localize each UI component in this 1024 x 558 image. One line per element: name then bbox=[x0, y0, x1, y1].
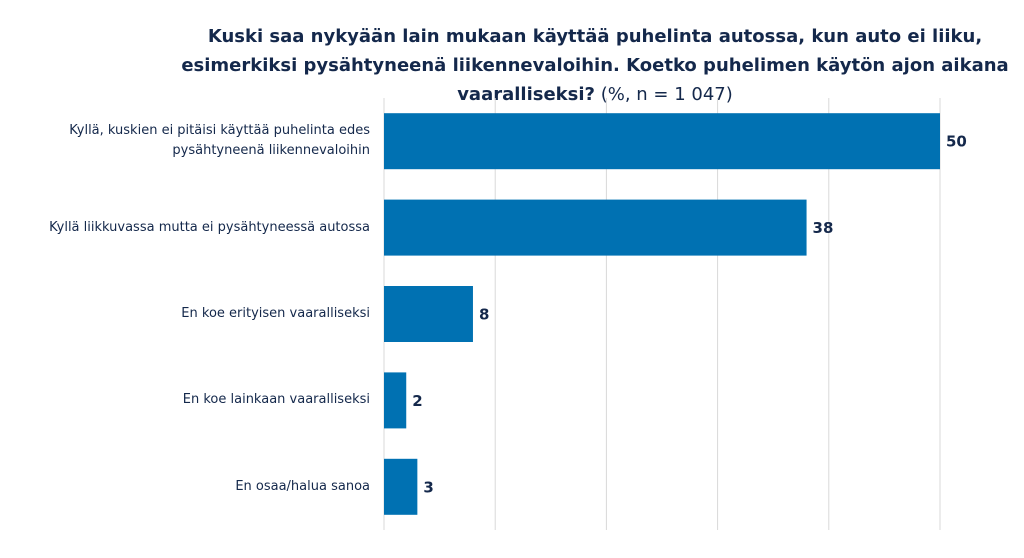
value-label: 8 bbox=[479, 306, 489, 324]
chart-title: Kuski saa nykyään lain mukaan käyttää pu… bbox=[181, 26, 1009, 105]
category-label: Kyllä liikkuvassa mutta ei pysähtyneessä… bbox=[49, 219, 370, 235]
chart-title-block: Kuski saa nykyään lain mukaan käyttää pu… bbox=[170, 22, 1020, 109]
category-label: En koe erityisen vaaralliseksi bbox=[181, 306, 370, 321]
bar bbox=[384, 372, 407, 429]
category-label: En osaa/halua sanoa bbox=[235, 478, 370, 494]
bar bbox=[384, 286, 473, 342]
bar bbox=[384, 199, 807, 256]
category-label: En koe lainkaan vaaralliseksi bbox=[182, 392, 370, 408]
value-label: 3 bbox=[423, 478, 433, 496]
value-label: 50 bbox=[946, 133, 967, 151]
bar bbox=[384, 458, 418, 515]
category-label: Kyllä, kuskien ei pitäisi käyttää puheli… bbox=[69, 123, 370, 159]
value-label: 38 bbox=[813, 219, 834, 237]
chart-subtitle: (%, n = 1 047) bbox=[600, 84, 733, 105]
bar bbox=[384, 113, 940, 170]
value-label: 2 bbox=[412, 392, 422, 410]
